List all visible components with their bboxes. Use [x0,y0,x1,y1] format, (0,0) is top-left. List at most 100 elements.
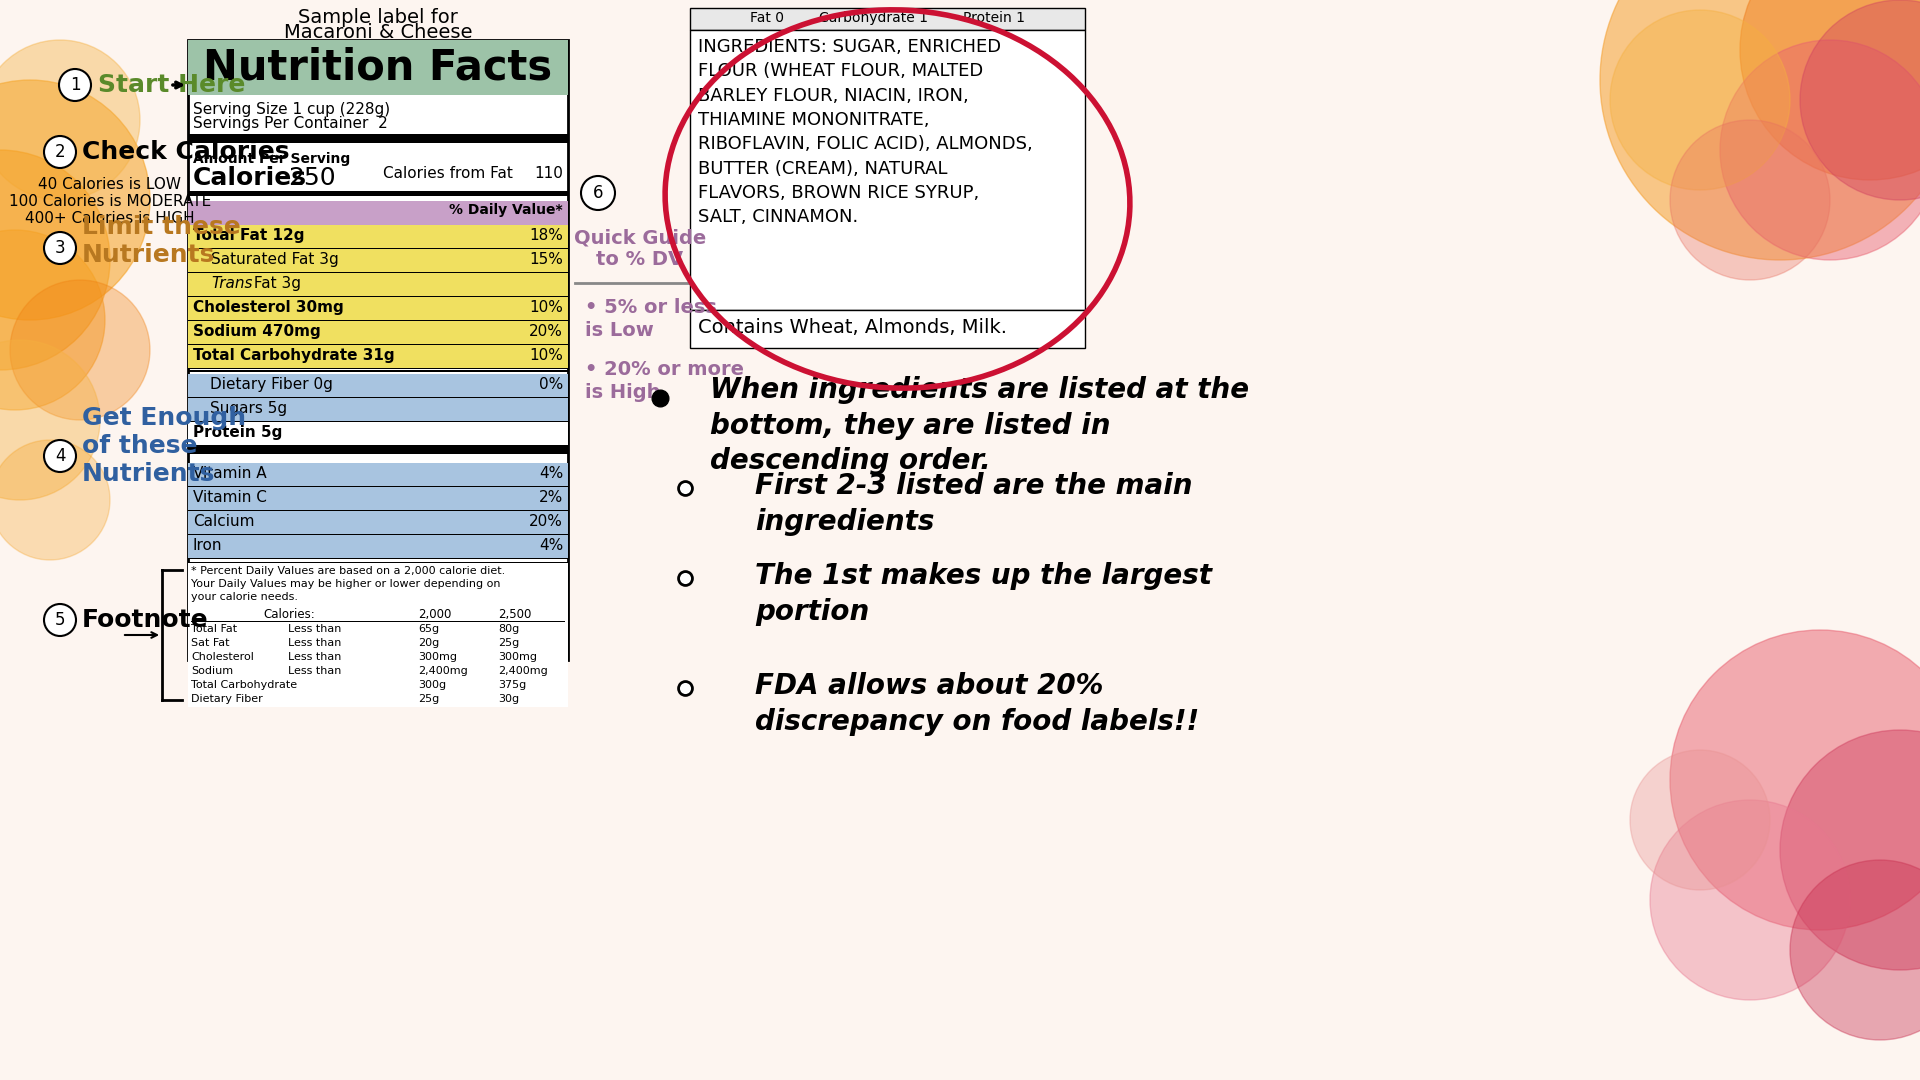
Text: 30g: 30g [497,694,518,704]
Text: Footnote: Footnote [83,608,209,632]
Circle shape [1780,730,1920,970]
Text: 80g: 80g [497,624,518,634]
Bar [188,345,568,369]
Text: • 20% or more
is High: • 20% or more is High [586,360,745,403]
Text: 25g: 25g [419,694,440,704]
Circle shape [60,69,90,102]
Text: Servings Per Container  2: Servings Per Container 2 [194,116,388,131]
Text: 65g: 65g [419,624,440,634]
Text: First 2-3 listed are the main
ingredients: First 2-3 listed are the main ingredient… [755,472,1192,536]
Text: 250: 250 [288,166,336,190]
Circle shape [10,280,150,420]
Circle shape [1670,120,1830,280]
Bar [188,225,568,249]
Text: Total Fat: Total Fat [190,624,238,634]
Text: * Percent Daily Values are based on a 2,000 calorie diet.: * Percent Daily Values are based on a 2,… [190,566,505,576]
Text: • 5% or less
is Low: • 5% or less is Low [586,298,716,340]
Bar [689,310,1085,348]
Text: Limit these
Nutrients: Limit these Nutrients [83,215,240,267]
Circle shape [44,136,77,168]
Circle shape [0,340,100,500]
Text: 400+ Calories is HIGH: 400+ Calories is HIGH [25,211,194,226]
Bar [188,321,568,345]
Text: Macaroni & Cheese: Macaroni & Cheese [284,23,472,42]
Text: 0%: 0% [540,377,563,392]
Text: Sample label for: Sample label for [298,8,459,27]
Text: The 1st makes up the largest
portion: The 1st makes up the largest portion [755,562,1212,625]
Text: Less than: Less than [288,652,342,662]
Text: 4: 4 [56,447,65,465]
Bar [188,249,568,273]
Text: 2%: 2% [540,490,563,505]
Text: Total Fat 12g: Total Fat 12g [194,228,305,243]
Bar [188,297,568,321]
Text: Sugars 5g: Sugars 5g [209,401,288,416]
Bar [188,370,568,372]
Bar [188,273,568,297]
Text: 300mg: 300mg [497,652,538,662]
Text: 40 Calories is LOW: 40 Calories is LOW [38,177,182,192]
Text: 10%: 10% [530,300,563,315]
Text: 2,400mg: 2,400mg [497,666,547,676]
Circle shape [1720,40,1920,260]
Text: Saturated Fat 3g: Saturated Fat 3g [211,252,338,267]
Text: Less than: Less than [288,624,342,634]
Text: Calories from Fat: Calories from Fat [382,166,513,181]
Text: 25g: 25g [497,638,518,648]
Bar [188,40,568,95]
Text: INGREDIENTS: SUGAR, ENRICHED
FLOUR (WHEAT FLOUR, MALTED
BARLEY FLOUR, NIACIN, IR: INGREDIENTS: SUGAR, ENRICHED FLOUR (WHEA… [699,38,1033,226]
Circle shape [1611,10,1789,190]
Circle shape [44,440,77,472]
Text: Your Daily Values may be higher or lower depending on: Your Daily Values may be higher or lower… [190,579,501,589]
Text: Vitamin C: Vitamin C [194,490,267,505]
Text: Cholesterol: Cholesterol [190,652,253,662]
Text: 2: 2 [54,143,65,161]
Bar [188,422,568,446]
Text: Dietary Fiber: Dietary Fiber [190,694,263,704]
Circle shape [1649,800,1851,1000]
Text: 3: 3 [54,239,65,257]
Text: Less than: Less than [288,666,342,676]
Circle shape [1630,750,1770,890]
Circle shape [0,80,150,320]
Text: Check Calories: Check Calories [83,140,290,164]
Text: 375g: 375g [497,680,526,690]
Text: Cholesterol 30mg: Cholesterol 30mg [194,300,344,315]
Circle shape [1740,0,1920,180]
Text: 20%: 20% [530,324,563,339]
Text: Nutrition Facts: Nutrition Facts [204,46,553,89]
Text: Trans: Trans [211,276,253,291]
Text: Total Carbohydrate 31g: Total Carbohydrate 31g [194,348,396,363]
Text: 1: 1 [69,76,81,94]
Bar [188,535,568,559]
Bar [188,201,568,225]
Circle shape [44,232,77,264]
Circle shape [0,440,109,561]
Text: 300g: 300g [419,680,445,690]
Text: Amount Per Serving: Amount Per Serving [194,152,349,166]
Bar [188,463,568,487]
Text: Total Carbohydrate: Total Carbohydrate [190,680,298,690]
Text: Fat 0        Carbohydrate 1        Protein 1: Fat 0 Carbohydrate 1 Protein 1 [751,11,1025,25]
Text: 300mg: 300mg [419,652,457,662]
Bar [188,40,568,660]
Circle shape [0,230,106,410]
Text: 20%: 20% [530,514,563,529]
Text: Iron: Iron [194,538,223,553]
Text: 18%: 18% [530,228,563,243]
Text: 15%: 15% [530,252,563,267]
Text: 110: 110 [534,166,563,181]
Text: 6: 6 [593,184,603,202]
Text: 100 Calories is MODERATE: 100 Calories is MODERATE [10,194,211,210]
Text: Calories: Calories [194,166,307,190]
Text: Vitamin A: Vitamin A [194,465,267,481]
Circle shape [1670,630,1920,930]
Text: Contains Wheat, Almonds, Milk.: Contains Wheat, Almonds, Milk. [699,318,1006,337]
Text: 10%: 10% [530,348,563,363]
Circle shape [1789,860,1920,1040]
Circle shape [0,40,140,200]
Text: FDA allows about 20%
discrepancy on food labels!!: FDA allows about 20% discrepancy on food… [755,672,1200,735]
Text: % Daily Value*: % Daily Value* [449,203,563,217]
Text: 2,000: 2,000 [419,608,451,621]
Circle shape [1599,0,1920,260]
